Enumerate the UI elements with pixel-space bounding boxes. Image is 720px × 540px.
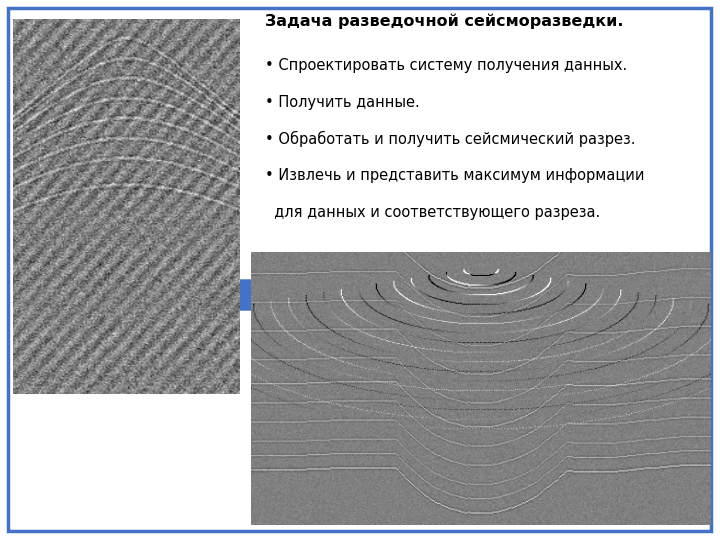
Text: • Спроектировать систему получения данных.: • Спроектировать систему получения данны… [265,58,627,73]
FancyBboxPatch shape [8,8,711,531]
Text: для данных и соответствующего разреза.: для данных и соответствующего разреза. [265,205,600,220]
Text: • Получить данные.: • Получить данные. [265,94,420,110]
Text: • Обработать и получить сейсмический разрез.: • Обработать и получить сейсмический раз… [265,131,636,147]
Text: Задача разведочной сейсморазведки.: Задача разведочной сейсморазведки. [265,14,624,29]
FancyArrow shape [235,272,307,318]
Text: • Извлечь и представить максимум информации: • Извлечь и представить максимум информа… [265,168,644,183]
